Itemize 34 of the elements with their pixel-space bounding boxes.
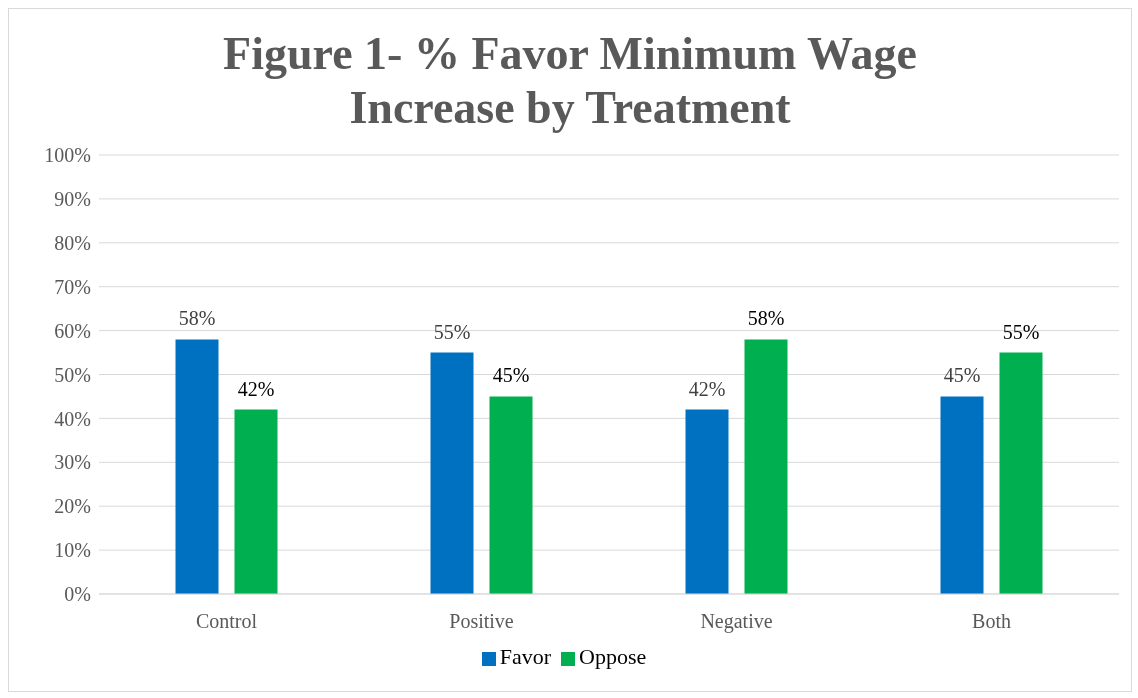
bar xyxy=(234,409,278,594)
y-tick-label: 0% xyxy=(64,583,91,606)
y-tick-label: 30% xyxy=(54,451,91,474)
y-tick-label: 90% xyxy=(54,188,91,210)
data-label: 58% xyxy=(747,307,785,330)
bar xyxy=(940,396,984,594)
bar xyxy=(999,352,1043,594)
bar xyxy=(744,339,788,594)
bar xyxy=(489,396,533,594)
x-tick-label: Control xyxy=(195,610,258,633)
x-tick-label: Negative xyxy=(700,610,773,634)
y-tick-label: 40% xyxy=(54,407,91,430)
data-label: 42% xyxy=(688,377,726,400)
chart-title: Figure 1- % Favor Minimum Wage Increase by Treatment xyxy=(222,27,918,135)
data-label: 55% xyxy=(1002,320,1040,343)
data-label: 42% xyxy=(237,377,275,400)
data-label: 58% xyxy=(178,307,216,330)
legend-label: Oppose xyxy=(579,644,647,669)
x-tick-label: Positive xyxy=(449,610,514,633)
y-tick-label: 100% xyxy=(44,144,91,167)
y-tick-label: 10% xyxy=(54,539,91,562)
y-tick-label: 50% xyxy=(54,363,91,386)
data-label: 55% xyxy=(433,320,471,343)
bar xyxy=(430,352,474,594)
bar xyxy=(175,339,219,594)
y-tick-label: 60% xyxy=(54,319,91,342)
y-tick-label: 20% xyxy=(54,495,91,518)
y-tick-label: 70% xyxy=(54,275,91,298)
y-tick-label: 80% xyxy=(54,231,91,254)
bar xyxy=(685,409,729,594)
data-label: 45% xyxy=(492,364,530,387)
legend-label: Favor xyxy=(499,644,552,669)
x-tick-label: Both xyxy=(972,610,1011,633)
data-label: 45% xyxy=(943,364,981,387)
